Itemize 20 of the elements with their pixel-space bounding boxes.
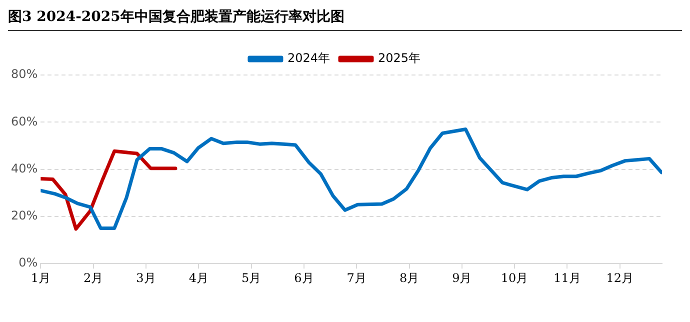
chart-title: 图3 2024-2025年中国复合肥装置产能运行率对比图 [8, 8, 682, 31]
y-tick-label: 60% [11, 114, 38, 128]
x-tick-label: 11月 [554, 270, 581, 285]
x-tick-label: 1月 [30, 270, 50, 285]
legend-label: 2024年 [287, 51, 330, 66]
x-tick-label: 12月 [606, 270, 634, 285]
x-tick-label: 6月 [294, 270, 314, 285]
x-tick-label: 9月 [452, 270, 472, 285]
x-tick-label: 3月 [136, 270, 156, 285]
legend-label: 2025年 [378, 51, 421, 66]
x-tick-label: 5月 [241, 270, 262, 285]
y-tick-label: 40% [11, 161, 38, 176]
y-tick-label: 80% [11, 67, 38, 82]
y-tick-label: 20% [11, 208, 38, 223]
x-tick-label: 8月 [399, 270, 420, 285]
x-tick-label: 4月 [188, 270, 208, 285]
x-tick-label: 2月 [84, 270, 104, 285]
x-tick-label: 10月 [500, 270, 528, 285]
x-tick-label: 7月 [346, 270, 366, 285]
y-tick-label: 0% [18, 256, 38, 270]
